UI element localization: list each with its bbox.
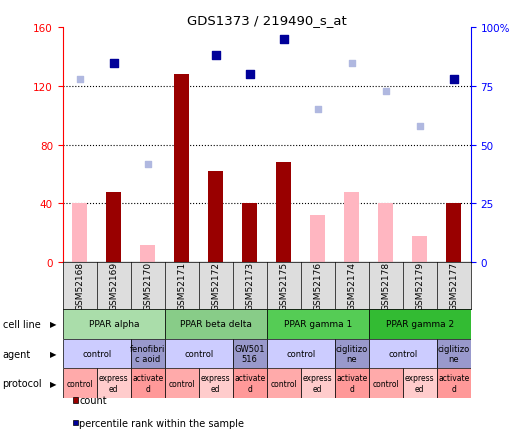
Bar [301,368,335,398]
Point [449,76,458,83]
Text: control: control [184,349,213,358]
Bar [369,339,437,368]
Text: control: control [168,379,195,388]
Bar [63,368,97,398]
Bar [165,339,233,368]
Text: fenofibri
c aoid: fenofibri c aoid [130,344,165,363]
Bar [174,75,189,263]
Text: PPAR gamma 1: PPAR gamma 1 [283,320,352,329]
Bar [63,339,131,368]
Bar [140,245,155,263]
Text: control: control [372,379,399,388]
Text: activate
d: activate d [234,374,265,393]
Bar [310,216,325,263]
Point [75,76,84,83]
Bar [446,204,461,263]
Text: cell line: cell line [3,319,40,329]
Bar [378,204,393,263]
Bar [412,236,427,263]
Text: GSM52172: GSM52172 [211,262,220,310]
Text: GSM52175: GSM52175 [279,262,288,310]
Text: GSM52178: GSM52178 [381,262,390,310]
Text: control: control [82,349,111,358]
Bar [242,204,257,263]
Text: GSM52179: GSM52179 [415,262,424,310]
Text: ciglitizo
ne: ciglitizo ne [438,344,470,363]
Text: GSM52173: GSM52173 [245,262,254,310]
Text: express
ed: express ed [405,374,435,393]
Bar [199,368,233,398]
Bar [276,163,291,263]
Text: PPAR beta delta: PPAR beta delta [180,320,252,329]
Bar [437,339,471,368]
Bar [233,368,267,398]
Text: GSM52176: GSM52176 [313,262,322,310]
Text: ▶: ▶ [50,320,56,329]
Bar [267,368,301,398]
Text: ciglitizo
ne: ciglitizo ne [336,344,368,363]
Bar [335,339,369,368]
Point [347,60,356,67]
Bar [165,309,267,339]
Text: ▶: ▶ [50,349,56,358]
Text: express
ed: express ed [303,374,333,393]
Point [313,107,322,114]
Text: GW501
516: GW501 516 [234,344,265,363]
Point [143,161,152,168]
Text: count: count [79,395,107,405]
Text: GSM52171: GSM52171 [177,262,186,310]
Point [415,123,424,130]
Point [245,72,254,79]
Bar [335,368,369,398]
Bar [165,368,199,398]
Text: PPAR gamma 2: PPAR gamma 2 [385,320,454,329]
Text: control: control [270,379,297,388]
Bar [63,309,165,339]
Text: protocol: protocol [3,378,42,388]
Bar [106,192,121,263]
Text: control: control [66,379,93,388]
Bar [208,172,223,263]
Bar [267,309,369,339]
Text: control: control [286,349,315,358]
Text: activate
d: activate d [336,374,367,393]
Point [279,36,288,43]
Text: GSM52170: GSM52170 [143,262,152,310]
Text: express
ed: express ed [99,374,129,393]
Point [109,60,118,67]
Text: activate
d: activate d [438,374,469,393]
Bar [344,192,359,263]
Title: GDS1373 / 219490_s_at: GDS1373 / 219490_s_at [187,14,347,27]
Text: GSM52169: GSM52169 [109,262,118,310]
Bar [131,339,165,368]
Text: GSM52174: GSM52174 [347,262,356,310]
Bar [72,204,87,263]
Bar [437,368,471,398]
Text: PPAR alpha: PPAR alpha [88,320,139,329]
Point [381,88,390,95]
Text: GSM52177: GSM52177 [449,262,458,310]
Bar [369,309,471,339]
Text: percentile rank within the sample: percentile rank within the sample [79,418,244,427]
Text: activate
d: activate d [132,374,163,393]
Bar [131,368,165,398]
Bar [403,368,437,398]
Bar [97,368,131,398]
Text: ▶: ▶ [50,379,56,388]
Bar [369,368,403,398]
Text: agent: agent [3,349,31,358]
Text: control: control [388,349,417,358]
Bar [267,339,335,368]
Text: GSM52168: GSM52168 [75,262,84,310]
Bar [233,339,267,368]
Text: express
ed: express ed [201,374,231,393]
Point [211,53,220,60]
